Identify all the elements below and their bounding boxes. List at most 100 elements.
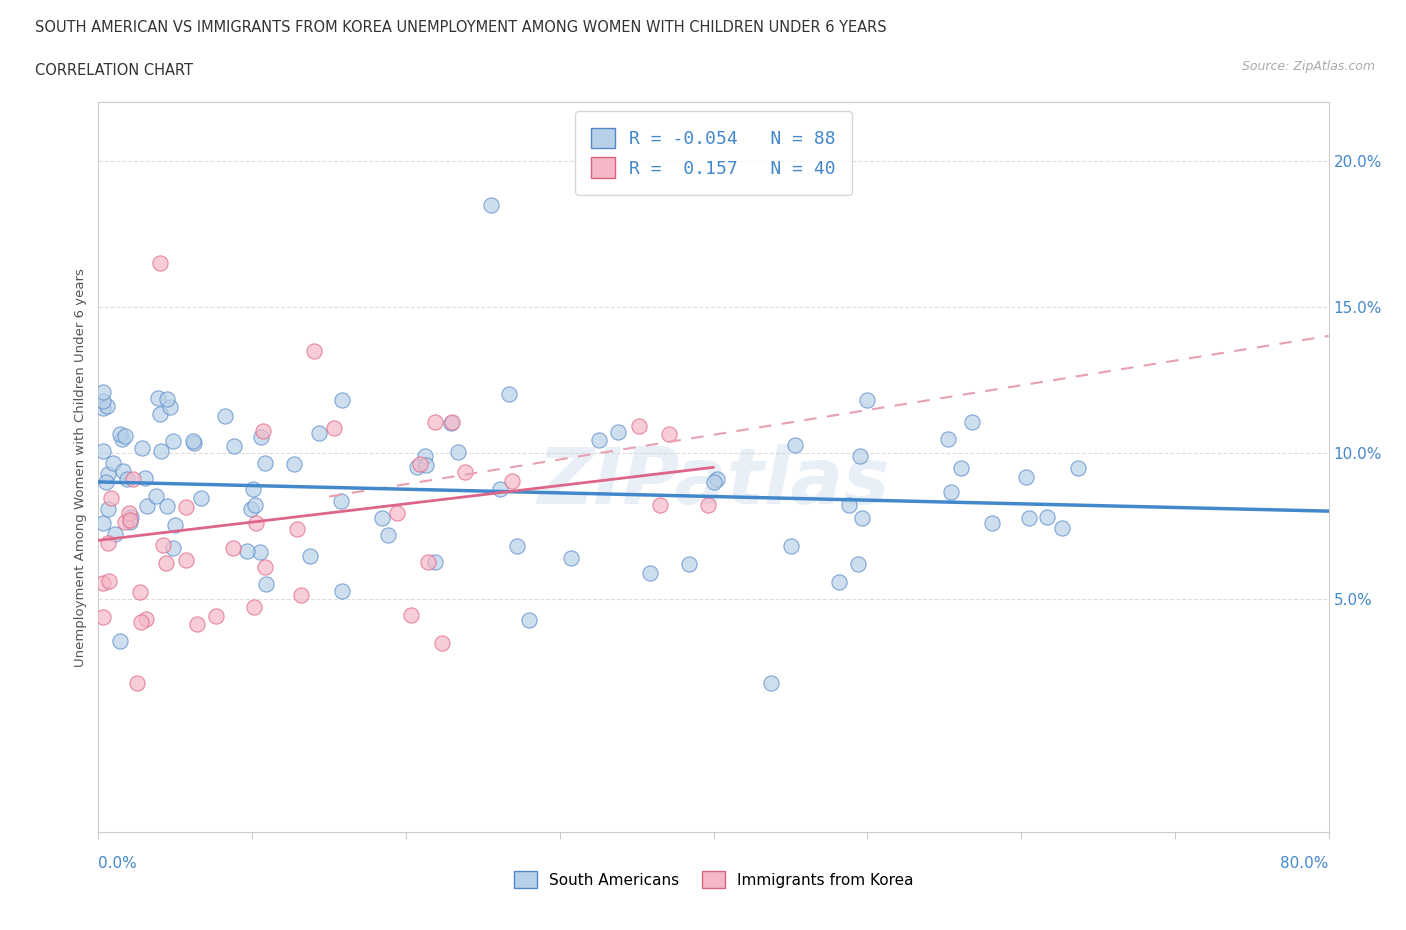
Point <box>146 391 169 405</box>
Y-axis label: Unemployment Among Women with Children Under 6 years: Unemployment Among Women with Children U… <box>75 268 87 667</box>
Point <box>697 498 720 512</box>
Point <box>828 574 851 589</box>
Point <box>405 459 427 474</box>
Point <box>250 430 273 445</box>
Point <box>254 560 277 575</box>
Point <box>110 633 132 648</box>
Point <box>94 475 117 490</box>
Point <box>155 556 177 571</box>
Point <box>91 576 114 591</box>
Legend: R = -0.054   N = 88, R =  0.157   N = 40: R = -0.054 N = 88, R = 0.157 N = 40 <box>575 112 852 194</box>
Point <box>851 511 873 525</box>
Point <box>489 482 512 497</box>
Point <box>125 676 148 691</box>
Point <box>962 415 984 430</box>
Point <box>114 429 136 444</box>
Point <box>222 541 245 556</box>
Point <box>838 498 860 512</box>
Point <box>408 457 430 472</box>
Point <box>856 392 879 407</box>
Point <box>298 549 321 564</box>
Point <box>120 514 142 529</box>
Point <box>186 617 208 631</box>
Point <box>249 545 271 560</box>
Point <box>242 482 264 497</box>
Point <box>501 474 523 489</box>
Point <box>1018 511 1040 525</box>
Point <box>648 498 671 512</box>
Point <box>97 574 120 589</box>
Point <box>706 472 728 486</box>
Point <box>783 438 806 453</box>
Point <box>162 434 184 449</box>
Point <box>628 418 651 433</box>
Point <box>846 557 869 572</box>
Point <box>112 464 135 479</box>
Point <box>100 490 122 505</box>
Point <box>332 584 354 599</box>
Point <box>214 408 236 423</box>
Point <box>110 432 132 446</box>
Point <box>150 444 173 458</box>
Text: Source: ZipAtlas.com: Source: ZipAtlas.com <box>1241 60 1375 73</box>
Point <box>399 607 422 622</box>
Point <box>588 433 610 448</box>
Point <box>440 416 463 431</box>
Point <box>239 502 262 517</box>
Point <box>638 565 661 580</box>
Point <box>413 448 436 463</box>
Point <box>1052 521 1074 536</box>
Point <box>110 426 132 441</box>
Point <box>330 392 353 407</box>
Text: ZIPatlas: ZIPatlas <box>537 444 890 520</box>
Point <box>423 415 446 430</box>
Point <box>416 554 439 569</box>
Point <box>91 516 114 531</box>
Point <box>136 498 159 513</box>
Point <box>91 384 114 399</box>
Point <box>423 554 446 569</box>
Point <box>97 536 120 551</box>
Point <box>122 472 145 486</box>
Point <box>430 635 453 650</box>
Point <box>454 465 477 480</box>
Point <box>174 499 197 514</box>
Point <box>149 406 172 421</box>
Point <box>183 435 205 450</box>
Point <box>479 197 502 212</box>
Point <box>174 552 197 567</box>
Point <box>254 576 277 591</box>
Point <box>97 467 120 482</box>
Text: CORRELATION CHART: CORRELATION CHART <box>35 63 193 78</box>
Point <box>761 675 783 690</box>
Point <box>114 514 136 529</box>
Point <box>149 256 172 271</box>
Point <box>145 488 167 503</box>
Point <box>517 612 540 627</box>
Point <box>222 438 245 453</box>
Point <box>505 538 527 553</box>
Point <box>1035 510 1057 525</box>
Point <box>129 614 152 629</box>
Point <box>290 588 312 603</box>
Point <box>252 423 274 438</box>
Point <box>560 551 582 566</box>
Point <box>159 400 181 415</box>
Point <box>1015 469 1038 484</box>
Point <box>607 424 630 439</box>
Point <box>245 516 267 531</box>
Point <box>302 343 325 358</box>
Point <box>101 456 124 471</box>
Point <box>243 497 266 512</box>
Point <box>156 392 179 406</box>
Point <box>242 600 264 615</box>
Text: 0.0%: 0.0% <box>98 856 138 870</box>
Point <box>152 538 174 552</box>
Point <box>129 585 152 600</box>
Point <box>134 471 156 485</box>
Text: SOUTH AMERICAN VS IMMIGRANTS FROM KOREA UNEMPLOYMENT AMONG WOMEN WITH CHILDREN U: SOUTH AMERICAN VS IMMIGRANTS FROM KOREA … <box>35 20 887 35</box>
Point <box>91 443 114 458</box>
Point <box>678 556 700 571</box>
Point <box>156 498 179 513</box>
Point <box>283 457 305 472</box>
